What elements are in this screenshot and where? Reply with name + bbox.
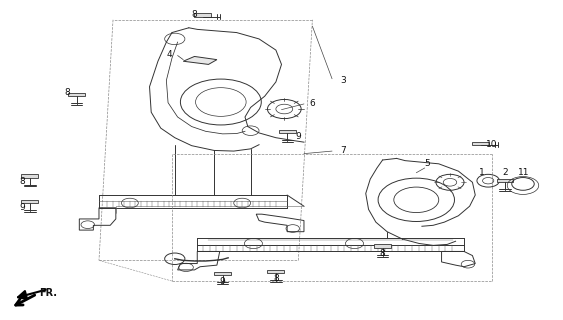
Text: 5: 5	[425, 159, 430, 168]
Text: 8: 8	[379, 249, 386, 258]
Polygon shape	[497, 179, 513, 182]
Text: 11: 11	[519, 168, 530, 177]
Polygon shape	[267, 270, 284, 273]
Text: 7: 7	[341, 146, 346, 155]
Polygon shape	[214, 272, 231, 275]
Polygon shape	[183, 56, 217, 64]
Text: 8: 8	[191, 10, 197, 19]
Polygon shape	[472, 141, 489, 145]
Text: 4: 4	[166, 50, 172, 59]
Polygon shape	[68, 93, 85, 96]
Text: FR.: FR.	[39, 288, 57, 298]
Polygon shape	[21, 174, 38, 178]
Polygon shape	[194, 13, 211, 17]
Text: 10: 10	[486, 140, 498, 149]
Polygon shape	[21, 200, 38, 203]
Text: 3: 3	[341, 76, 346, 85]
Polygon shape	[374, 244, 391, 248]
Text: 2: 2	[502, 168, 508, 177]
Text: 9: 9	[19, 203, 25, 212]
Text: 8: 8	[64, 88, 70, 97]
Text: 8: 8	[19, 177, 25, 186]
Text: 1: 1	[479, 168, 484, 177]
Polygon shape	[279, 130, 296, 133]
Text: 8: 8	[273, 274, 279, 283]
Text: 9: 9	[220, 276, 225, 285]
Text: 9: 9	[296, 132, 301, 141]
Text: 6: 6	[310, 100, 315, 108]
